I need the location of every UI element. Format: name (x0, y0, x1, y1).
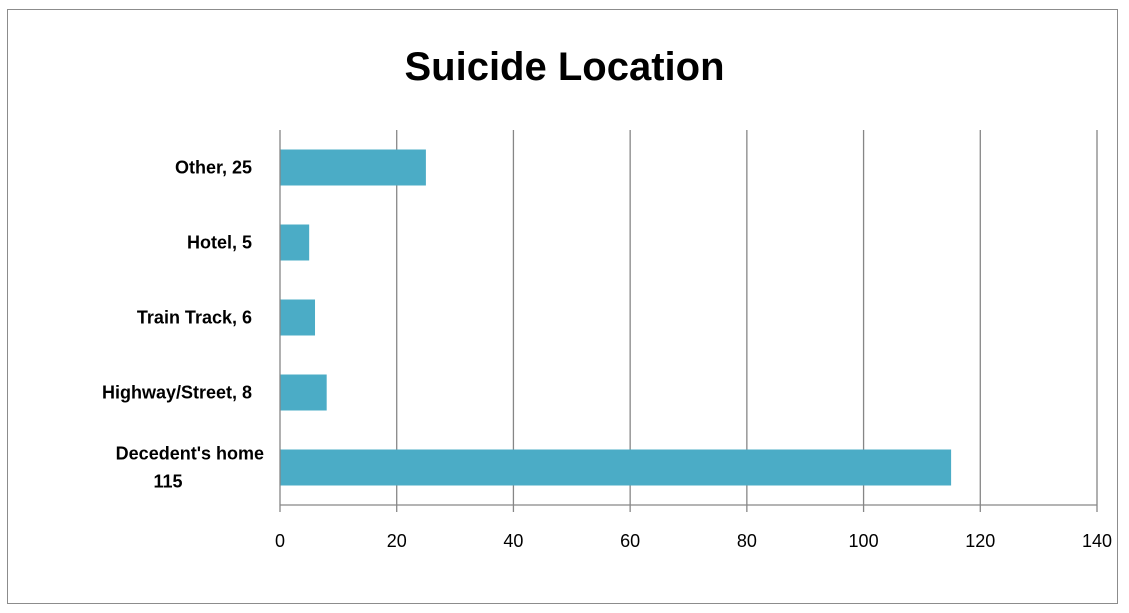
bar-0 (280, 449, 952, 486)
x-tick-label: 140 (1082, 531, 1112, 551)
category-label: Hotel, 5 (187, 233, 252, 253)
bar-2 (280, 299, 316, 336)
category-label-line: Train Track, 6 (137, 308, 252, 328)
x-tick-label: 120 (965, 531, 995, 551)
bar-4 (280, 149, 426, 186)
category-labels: Decedent's home 115 Highway/Street, 8 Train… (102, 158, 264, 492)
gridlines (396, 130, 1098, 505)
category-label-line: Highway/Street, 8 (102, 383, 252, 403)
x-tick-label: 60 (620, 531, 640, 551)
x-tick-label: 0 (275, 531, 285, 551)
bar-1 (280, 374, 327, 411)
x-tick-label: 40 (503, 531, 523, 551)
bars (280, 149, 952, 486)
category-label-line: 115 (153, 472, 182, 492)
category-label: Highway/Street, 8 (102, 383, 252, 403)
x-tick-labels: 0 20 40 60 80 100 120 140 (275, 531, 1112, 551)
x-tick-label: 20 (387, 531, 407, 551)
category-label: Decedent's home 115 (116, 444, 264, 492)
x-tick-label: 80 (737, 531, 757, 551)
x-tick-label: 100 (849, 531, 879, 551)
chart-title: Suicide Location (404, 45, 725, 89)
category-label-line: Hotel, 5 (187, 233, 252, 253)
category-label: Train Track, 6 (137, 308, 252, 328)
category-label-line: Decedent's home (116, 444, 264, 464)
bar-3 (280, 224, 310, 261)
axes (279, 130, 1098, 512)
category-label-line: Other, 25 (175, 158, 252, 178)
category-label: Other, 25 (175, 158, 252, 178)
